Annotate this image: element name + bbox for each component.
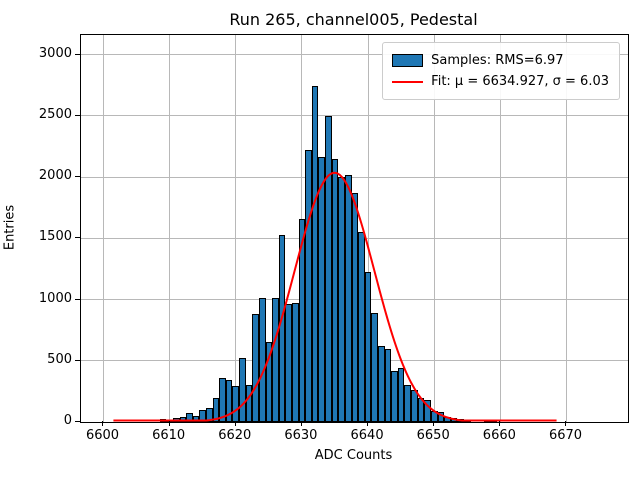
x-tick-mark	[499, 421, 501, 426]
x-tick-label: 6600	[85, 428, 120, 443]
histogram-bar	[232, 386, 240, 422]
histogram-bar	[384, 349, 392, 422]
x-tick-mark	[234, 421, 236, 426]
histogram-bar	[444, 417, 451, 422]
histogram-bar	[463, 420, 471, 423]
histogram-bar	[417, 398, 425, 422]
histogram-bar	[318, 156, 326, 422]
x-tick-label: 6620	[218, 428, 252, 443]
legend-fit-label: Fit: μ = 6634.927, σ = 6.03	[431, 74, 609, 89]
histogram-bar	[272, 298, 279, 422]
x-tick-label: 6610	[152, 428, 186, 443]
histogram-bar	[199, 410, 206, 422]
y-tick-mark	[75, 359, 80, 361]
y-tick-label: 500	[47, 351, 72, 367]
histogram-bar	[371, 313, 378, 422]
plot-area: Samples: RMS=6.97 Fit: μ = 6634.927, σ =…	[80, 34, 629, 423]
histogram-bar	[225, 379, 233, 422]
x-tick-mark	[565, 421, 567, 426]
histogram-bar	[186, 413, 193, 422]
legend-entry-samples: Samples: RMS=6.97	[392, 50, 609, 71]
histogram-bar	[219, 377, 226, 422]
histogram-bar	[311, 85, 319, 422]
x-tick-mark	[433, 421, 435, 426]
legend: Samples: RMS=6.97 Fit: μ = 6634.927, σ =…	[382, 42, 620, 100]
y-tick-mark	[75, 237, 80, 239]
histogram-bar	[338, 177, 345, 422]
histogram-bar	[430, 411, 438, 422]
histogram-bar	[364, 271, 372, 422]
histogram-bar	[206, 407, 213, 422]
y-tick-mark	[75, 114, 80, 116]
histogram-bar	[278, 234, 286, 422]
y-tick-label: 2000	[38, 168, 72, 184]
histogram-bar	[404, 385, 412, 422]
x-tick-mark	[102, 421, 104, 426]
y-axis-label: Entries	[2, 204, 18, 251]
histogram-bar	[437, 411, 445, 422]
fit-line-icon	[392, 80, 424, 83]
samples-swatch-icon	[392, 54, 424, 67]
x-tick-label: 6630	[284, 428, 318, 443]
histogram-bar	[298, 218, 306, 422]
y-tick-label: 0	[63, 413, 72, 428]
histogram-bar	[245, 384, 253, 422]
y-tick-mark	[75, 176, 80, 178]
histogram-bar	[397, 367, 405, 422]
histogram-bar	[291, 302, 299, 422]
histogram-bar	[391, 370, 398, 422]
histogram-bar	[258, 298, 266, 422]
x-axis-label: ADC Counts	[314, 448, 393, 463]
histogram-bar	[483, 419, 491, 422]
histogram-bar	[331, 158, 339, 422]
legend-samples-label: Samples: RMS=6.97	[431, 53, 564, 68]
histogram-bar	[457, 419, 464, 422]
x-tick-mark	[367, 421, 369, 426]
x-tick-mark	[168, 421, 170, 426]
histogram-bar	[344, 174, 352, 422]
histogram-bar	[358, 231, 365, 422]
histogram-bar	[450, 417, 458, 422]
histogram-bar	[305, 150, 312, 422]
histogram-bar	[325, 115, 332, 422]
histogram-bar	[424, 399, 431, 422]
histogram-bar	[172, 417, 180, 422]
y-tick-mark	[75, 53, 80, 55]
histogram-bar	[490, 420, 498, 423]
histogram-bar	[212, 398, 220, 422]
histogram-bar	[351, 192, 359, 422]
y-tick-label: 1000	[38, 290, 72, 306]
y-tick-label: 2500	[38, 106, 72, 122]
x-gridline	[565, 35, 567, 422]
histogram-bar	[239, 358, 246, 422]
x-gridline	[102, 35, 104, 422]
x-tick-label: 6640	[350, 428, 384, 443]
legend-entry-fit: Fit: μ = 6634.927, σ = 6.03	[392, 71, 609, 92]
x-tick-label: 6670	[548, 428, 583, 443]
y-tick-mark	[75, 298, 80, 300]
y-tick-mark	[75, 421, 80, 422]
histogram-bar	[377, 346, 385, 422]
x-tick-mark	[300, 421, 302, 426]
y-tick-label: 3000	[38, 45, 72, 61]
histogram-bar	[179, 417, 187, 422]
x-tick-label: 6660	[482, 428, 516, 443]
histogram-bar	[265, 342, 273, 422]
y-tick-label: 1500	[38, 229, 72, 245]
histogram-bar	[411, 389, 418, 422]
x-tick-label: 6650	[416, 428, 450, 443]
histogram-bar	[159, 419, 167, 422]
y-gridline	[81, 54, 628, 56]
histogram-bar	[285, 304, 292, 422]
chart-title: Run 265, channel005, Pedestal	[229, 10, 478, 29]
histogram-bar	[192, 415, 200, 422]
histogram-bar	[252, 314, 259, 422]
y-gridline	[81, 115, 628, 117]
